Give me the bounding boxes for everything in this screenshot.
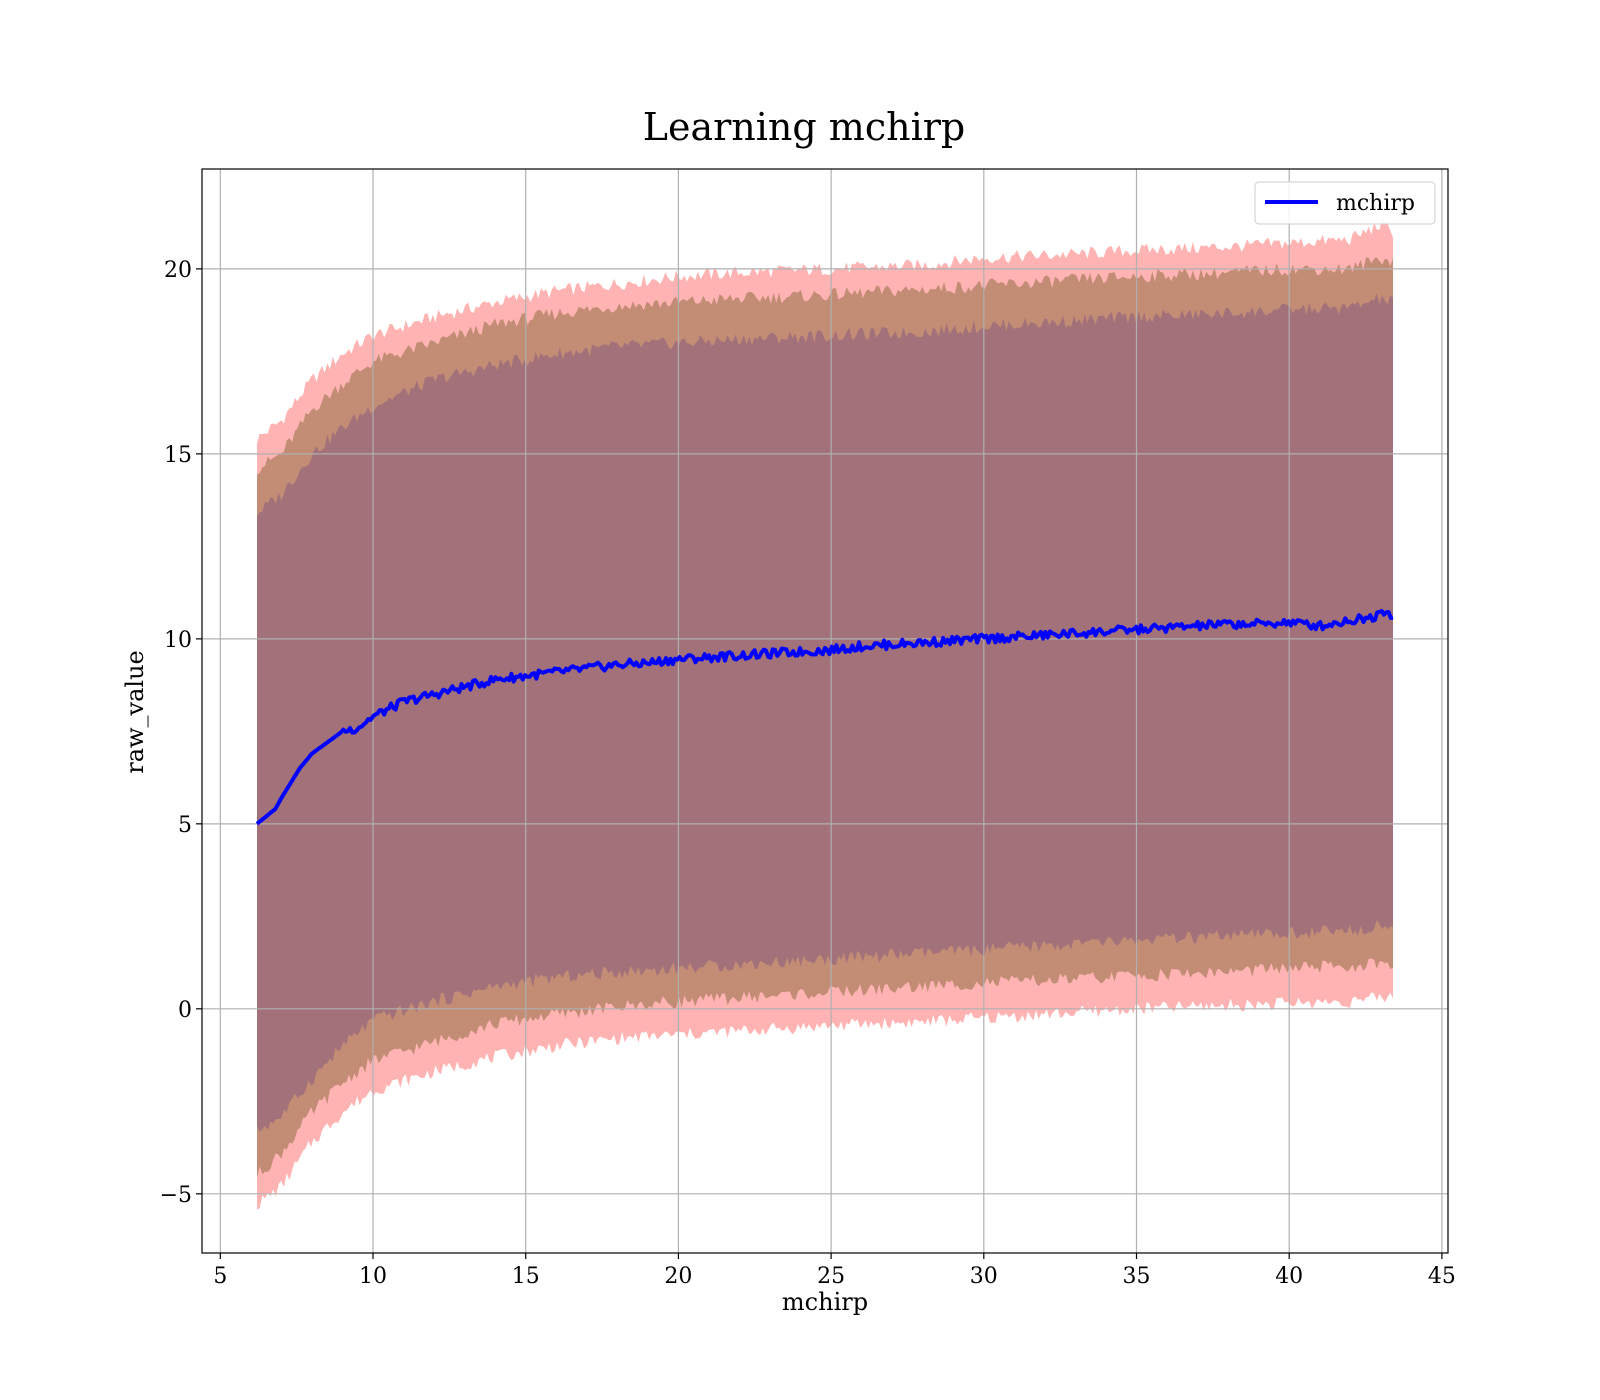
y-axis-label: raw_value [121, 650, 149, 774]
x-tick-label: 40 [1275, 1264, 1303, 1289]
legend: mchirp [1254, 181, 1436, 225]
x-tick-label: 45 [1428, 1264, 1456, 1289]
y-tick-label: 0 [178, 998, 192, 1023]
x-tick-label: 10 [359, 1264, 387, 1289]
x-axis-label: mchirp [782, 1288, 868, 1316]
x-tick-label: 30 [970, 1264, 998, 1289]
y-tick-label: 20 [164, 258, 192, 283]
legend-box [1254, 181, 1436, 225]
y-tick-label: −5 [160, 1183, 192, 1208]
plot-frame [201, 168, 1449, 1254]
x-tick-label: 15 [512, 1264, 540, 1289]
x-tick-label: 20 [664, 1264, 692, 1289]
series-line-mchirp [255, 608, 1394, 826]
x-tick-label: 25 [817, 1264, 845, 1289]
plot-area [202, 169, 1448, 1253]
x-tick-label: 5 [213, 1264, 227, 1289]
y-tick-label: 15 [164, 443, 192, 468]
chart-title: Learning mchirp [643, 105, 965, 149]
y-tick-label: 5 [178, 813, 192, 838]
axis-ticks: 5 10 15 20 25 30 35 40 45 −5 0 5 10 15 20 [160, 258, 1456, 1289]
x-tick-label: 35 [1123, 1264, 1151, 1289]
band-inner [257, 293, 1393, 1133]
y-tick-label: 10 [164, 628, 192, 653]
legend-label: mchirp [1336, 191, 1415, 216]
